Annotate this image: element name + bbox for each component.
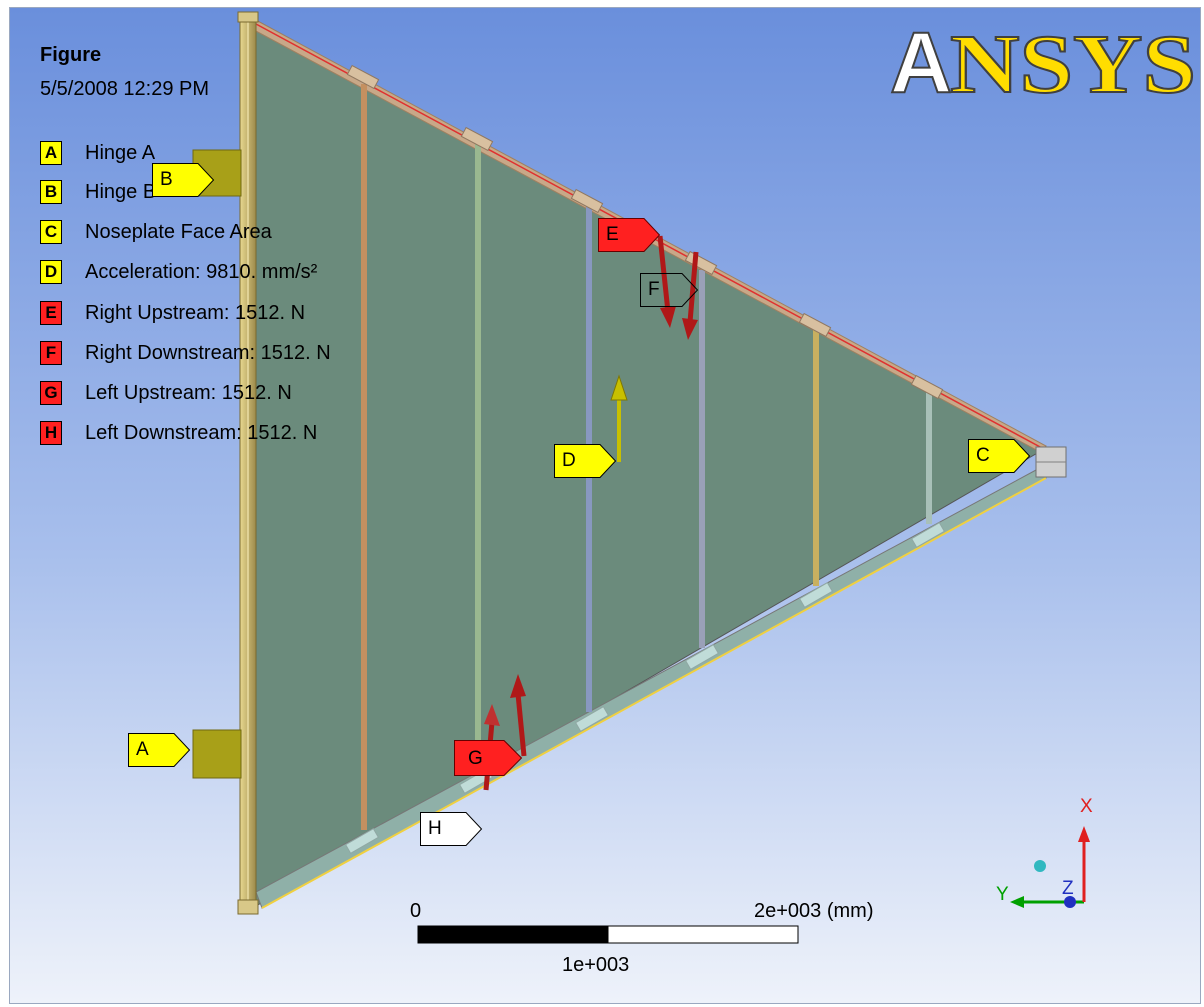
tag-e[interactable]: E — [598, 218, 661, 252]
scale-label-max: 2e+003 (mm) — [754, 900, 874, 922]
legend-label: Hinge B — [85, 181, 157, 203]
panel-bottom-highlight — [261, 477, 1047, 909]
tag-d[interactable]: D — [554, 444, 617, 478]
tag-f[interactable]: F — [640, 273, 699, 307]
legend-label: Right Upstream: 1512. N — [85, 302, 306, 324]
tag-f-label: F — [648, 279, 660, 300]
tag-a[interactable]: A — [128, 733, 191, 767]
legend-swatch: E — [40, 301, 62, 325]
figure-title: Figure — [40, 44, 102, 66]
viewport-border — [9, 7, 1201, 1004]
figure-datetime: 5/5/2008 12:29 PM — [40, 78, 210, 100]
force-arrow-g — [510, 674, 527, 757]
legend-swatch: D — [40, 260, 62, 284]
legend-label: Hinge A — [85, 142, 156, 164]
tag-c-label: C — [976, 445, 990, 466]
legend-label: Acceleration: 9810. mm/s² — [85, 261, 318, 283]
acceleration-arrow — [610, 374, 628, 462]
tag-d-label: D — [562, 450, 576, 471]
tag-b-label: B — [160, 169, 173, 190]
tag-b[interactable]: B — [152, 163, 215, 197]
legend-label: Left Downstream: 1512. N — [85, 422, 318, 444]
top-rail-clips — [346, 64, 944, 400]
scale-label-mid: 1e+003 — [562, 954, 630, 976]
tag-c[interactable]: C — [968, 439, 1031, 473]
triad-y-label: Y — [996, 884, 1009, 905]
scale-label-zero: 0 — [410, 900, 422, 922]
coordinate-triad — [1010, 826, 1090, 908]
legend-label: Noseplate Face Area — [85, 221, 272, 243]
left-frame-top-cap — [237, 11, 259, 23]
tag-e-label: E — [606, 224, 619, 245]
scale-bar — [417, 925, 799, 944]
legend-swatch: G — [40, 381, 62, 405]
legend-swatch: B — [40, 180, 62, 204]
logo-rest: NSYS — [950, 18, 1196, 98]
triad-x-label: X — [1080, 796, 1093, 817]
hinge-a-block[interactable] — [192, 729, 242, 779]
force-arrow-f — [682, 251, 699, 340]
triad-z-label: Z — [1062, 878, 1074, 899]
tag-g-label: G — [468, 748, 483, 769]
legend-swatch: F — [40, 341, 62, 365]
legend-label: Right Downstream: 1512. N — [85, 342, 331, 364]
legend-swatch: H — [40, 421, 62, 445]
legend-swatch: C — [40, 220, 62, 244]
ansys-logo: A NSYS — [889, 18, 1197, 98]
legend-label: Left Upstream: 1512. N — [85, 382, 292, 404]
tag-a-label: A — [136, 739, 149, 760]
tag-h[interactable]: H — [420, 812, 483, 846]
legend-swatch: A — [40, 141, 62, 165]
tag-g[interactable]: G — [454, 740, 523, 776]
logo-first-letter: A — [890, 18, 952, 98]
left-frame-bottom-cap — [237, 899, 259, 915]
tag-h-label: H — [428, 818, 442, 839]
